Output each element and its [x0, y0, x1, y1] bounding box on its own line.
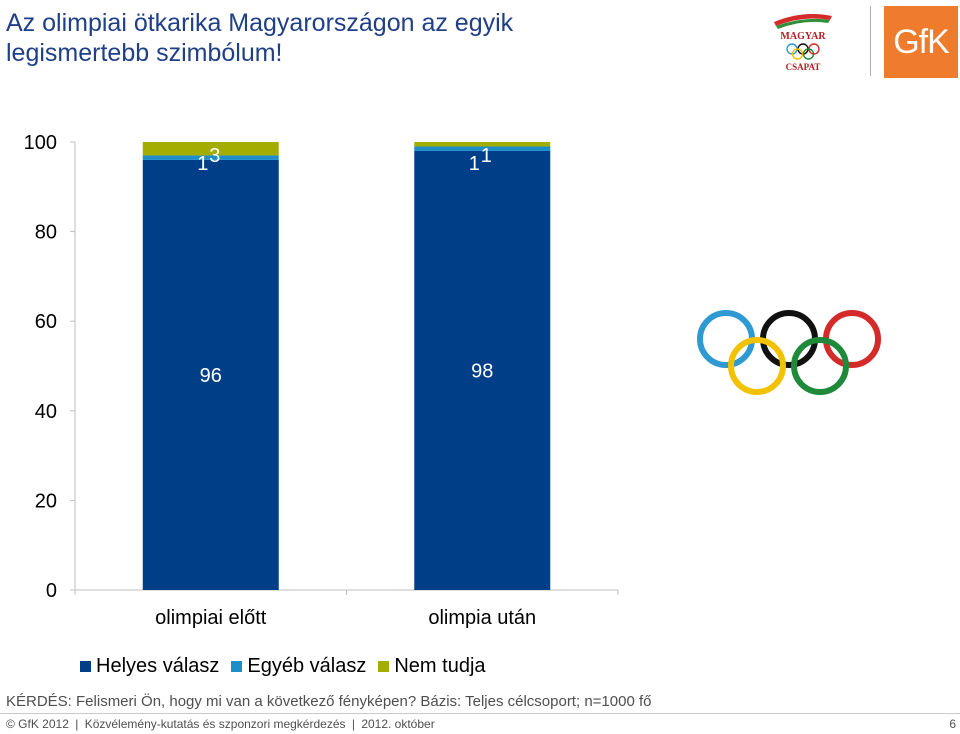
magyar-csapat-logo: MAGYAR CSAPAT [774, 14, 832, 72]
bar-segment [414, 146, 551, 151]
chart-legend: Helyes válasz Egyéb válasz Nem tudja [80, 653, 498, 679]
slide-title: Az olimpiai ötkarika Magyarországon az e… [6, 9, 514, 67]
ring-blue [697, 310, 755, 368]
legend-label-helyes: Helyes válasz [96, 654, 220, 677]
bar-segment [142, 155, 279, 160]
data-label-nem-tudja: 1 [481, 145, 492, 167]
olympic-rings-image [697, 310, 881, 395]
data-label-helyes: 96 [200, 365, 222, 387]
legend-item-helyes: Helyes válasz [80, 655, 219, 678]
bar-segment [142, 159, 279, 591]
data-label-egyeb: 1 [197, 153, 208, 175]
data-label-nem-tudja: 3 [209, 145, 220, 167]
y-tick-label: 60 [35, 311, 57, 333]
y-tick-label: 0 [46, 580, 57, 602]
footer-separator: | [75, 717, 79, 731]
magyar-logo-text-bottom: CSAPAT [786, 62, 821, 72]
bar-segment [142, 142, 279, 156]
data-label-egyeb: 1 [469, 153, 480, 175]
footer-project: Közvélemény-kutatás és szponzori megkérd… [84, 717, 346, 731]
legend-label-nem-tudja: Nem tudja [394, 654, 486, 677]
footer-date: 2012. október [361, 717, 435, 731]
legend-swatch-helyes [80, 660, 91, 672]
footer-divider [0, 713, 960, 714]
legend-item-egyeb: Egyéb válasz [231, 655, 366, 678]
footer-separator: | [351, 717, 355, 731]
footer: © GfK 2012 | Közvélemény-kutatás és szpo… [6, 717, 956, 733]
legend-swatch-egyeb [231, 660, 243, 672]
ring-red [823, 310, 881, 368]
x-category-label: olimpia után [428, 607, 536, 629]
gfk-logo: GfK [884, 6, 958, 78]
page-number: 6 [949, 717, 956, 731]
bar-segment [414, 150, 551, 590]
legend-label-egyeb: Egyéb válasz [247, 654, 367, 677]
x-category-label: olimpiai előtt [155, 607, 267, 629]
ring-black [760, 310, 818, 368]
data-label-helyes: 98 [471, 360, 493, 382]
magyar-logo-text-top: MAGYAR [780, 31, 826, 42]
ring-green [791, 337, 849, 395]
y-tick-label: 20 [35, 490, 57, 512]
bar-segment [414, 142, 551, 147]
question-text: KÉRDÉS: Felismeri Ön, hogy mi van a köve… [6, 693, 652, 710]
legend-swatch-nem-tudja [378, 660, 390, 672]
footer-copyright: © GfK 2012 [6, 717, 69, 731]
legend-item-nem-tudja: Nem tudja [378, 654, 486, 678]
ring-yellow [728, 337, 786, 395]
y-tick-label: 80 [35, 222, 57, 244]
y-tick-label: 40 [35, 401, 57, 423]
y-tick-label: 100 [24, 132, 57, 154]
logo-divider [870, 6, 871, 76]
